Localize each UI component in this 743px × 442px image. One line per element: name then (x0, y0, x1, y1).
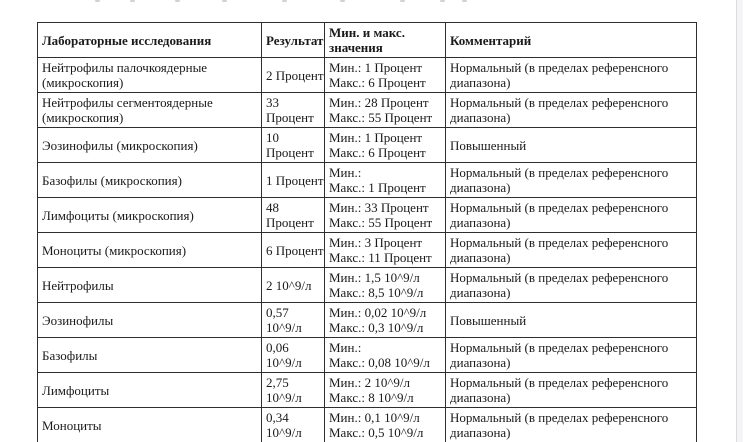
test-name-cell: Базофилы (микроскопия) (37, 162, 262, 198)
test-name-cell: Моноциты (37, 407, 262, 442)
result-cell: 2 Процент (261, 57, 325, 93)
comment-cell: Нормальный (в пределах референсного диап… (445, 232, 697, 268)
result-cell: 2,75 10^9/л (261, 372, 325, 408)
result-cell: 10 Процент (261, 127, 325, 163)
header-tests: Лабораторные исследования (37, 22, 262, 58)
header-comment: Комментарий (445, 22, 697, 58)
table-row: Моноциты (микроскопия) 6 Процент Мин.: 3… (37, 232, 697, 268)
test-name-cell: Эозинофилы (микроскопия) (37, 127, 262, 163)
result-cell: 33 Процент (261, 92, 325, 128)
minmax-cell: Мин.: 1,5 10^9/л Макс.: 8,5 10^9/л (324, 267, 446, 303)
result-cell: 0,06 10^9/л (261, 337, 325, 373)
header-result: Результат (261, 22, 325, 58)
test-name-cell: Эозинофилы (37, 302, 262, 338)
minmax-cell: Мин.: 0,1 10^9/л Макс.: 0,5 10^9/л (324, 407, 446, 442)
minmax-cell: Мин.: 3 Процент Макс.: 11 Процент (324, 232, 446, 268)
scrollbar-track[interactable] (736, 0, 743, 442)
comment-cell: Нормальный (в пределах референсного диап… (445, 407, 697, 442)
result-cell: 48 Процент (261, 197, 325, 233)
result-cell: 6 Процент (261, 232, 325, 268)
comment-cell: Нормальный (в пределах референсного диап… (445, 57, 697, 93)
minmax-cell: Мин.: 2 10^9/л Макс.: 8 10^9/л (324, 372, 446, 408)
comment-cell: Повышенный (445, 127, 697, 163)
table-row: Моноциты 0,34 10^9/л Мин.: 0,1 10^9/л Ма… (37, 407, 697, 442)
table-row: Нейтрофилы сегментоядерные (микроскопия)… (37, 92, 697, 128)
table-row: Нейтрофилы 2 10^9/л Мин.: 1,5 10^9/л Мак… (37, 267, 697, 303)
test-name-cell: Лимфоциты (микроскопия) (37, 197, 262, 233)
table-row: Нейтрофилы палочкоядерные (микроскопия) … (37, 57, 697, 93)
lab-results-tbody: Нейтрофилы палочкоядерные (микроскопия) … (37, 57, 697, 442)
comment-cell: Нормальный (в пределах референсного диап… (445, 372, 697, 408)
result-cell: 0,34 10^9/л (261, 407, 325, 442)
table-row: Лимфоциты 2,75 10^9/л Мин.: 2 10^9/л Мак… (37, 372, 697, 408)
minmax-cell: Мин.: Макс.: 0,08 10^9/л (324, 337, 446, 373)
table-row: Эозинофилы 0,57 10^9/л Мин.: 0,02 10^9/л… (37, 302, 697, 338)
comment-cell: Нормальный (в пределах референсного диап… (445, 267, 697, 303)
test-name-cell: Моноциты (микроскопия) (37, 232, 262, 268)
test-name-cell: Лимфоциты (37, 372, 262, 408)
comment-cell: Нормальный (в пределах референсного диап… (445, 337, 697, 373)
lab-results-table: Лабораторные исследования Результат Мин.… (37, 22, 697, 442)
clipped-text-remnant (0, 0, 743, 4)
result-cell: 2 10^9/л (261, 267, 325, 303)
table-row: Эозинофилы (микроскопия) 10 Процент Мин.… (37, 127, 697, 163)
table-header-row: Лабораторные исследования Результат Мин.… (37, 22, 697, 58)
comment-cell: Повышенный (445, 302, 697, 338)
test-name-cell: Нейтрофилы сегментоядерные (микроскопия) (37, 92, 262, 128)
minmax-cell: Мин.: 0,02 10^9/л Макс.: 0,3 10^9/л (324, 302, 446, 338)
result-cell: 1 Процент (261, 162, 325, 198)
comment-cell: Нормальный (в пределах референсного диап… (445, 92, 697, 128)
comment-cell: Нормальный (в пределах референсного диап… (445, 162, 697, 198)
header-minmax: Мин. и макс. значения (324, 22, 446, 58)
test-name-cell: Нейтрофилы палочкоядерные (микроскопия) (37, 57, 262, 93)
result-cell: 0,57 10^9/л (261, 302, 325, 338)
table-row: Базофилы (микроскопия) 1 Процент Мин.: М… (37, 162, 697, 198)
minmax-cell: Мин.: 1 Процент Макс.: 6 Процент (324, 57, 446, 93)
minmax-cell: Мин.: 28 Процент Макс.: 55 Процент (324, 92, 446, 128)
comment-cell: Нормальный (в пределах референсного диап… (445, 197, 697, 233)
minmax-cell: Мин.: 33 Процент Макс.: 55 Процент (324, 197, 446, 233)
table-row: Лимфоциты (микроскопия) 48 Процент Мин.:… (37, 197, 697, 233)
test-name-cell: Базофилы (37, 337, 262, 373)
minmax-cell: Мин.: 1 Процент Макс.: 6 Процент (324, 127, 446, 163)
test-name-cell: Нейтрофилы (37, 267, 262, 303)
minmax-cell: Мин.: Макс.: 1 Процент (324, 162, 446, 198)
table-row: Базофилы 0,06 10^9/л Мин.: Макс.: 0,08 1… (37, 337, 697, 373)
